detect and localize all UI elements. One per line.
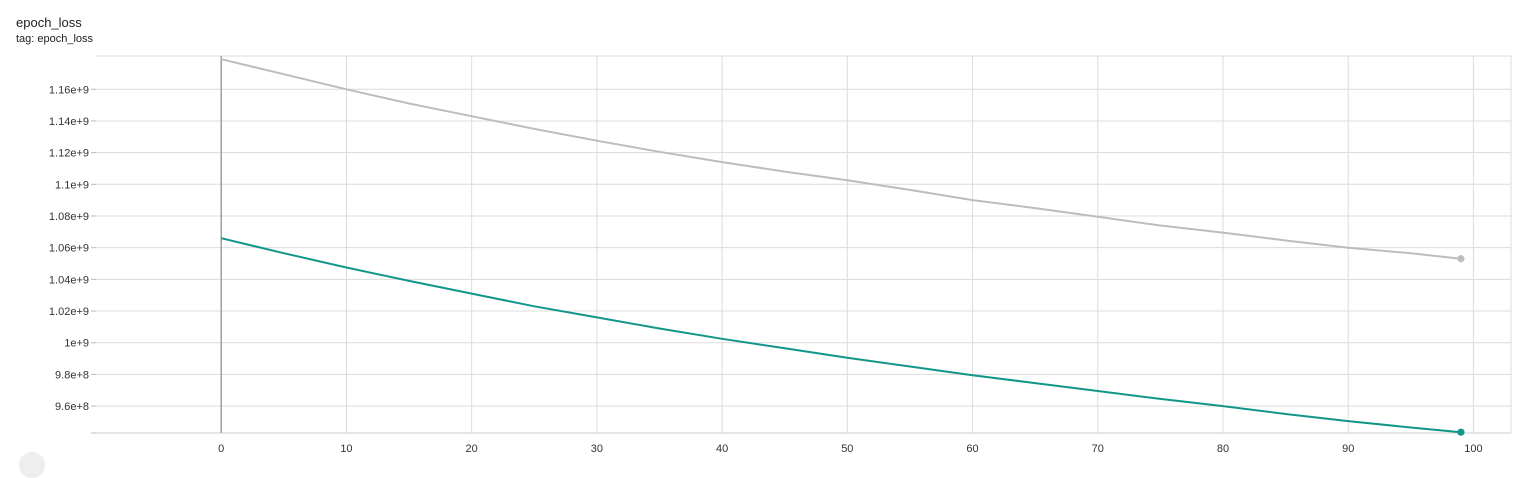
y-tick-label: 1.08e+9 — [49, 211, 89, 223]
x-tick-label: 40 — [716, 443, 728, 455]
x-tick-label: 80 — [1217, 443, 1229, 455]
x-tick-label: 20 — [466, 443, 478, 455]
x-tick-label: 70 — [1092, 443, 1104, 455]
x-tick-label: 10 — [340, 443, 352, 455]
y-tick-label: 1.16e+9 — [49, 84, 89, 96]
chart-title: epoch_loss — [16, 15, 82, 30]
y-tick-label: 1.04e+9 — [49, 274, 89, 286]
series-line-1 — [220, 58, 1462, 260]
y-tick-label: 9.8e+8 — [55, 369, 89, 381]
x-tick-label: 0 — [218, 443, 224, 455]
x-tick-label: 50 — [841, 443, 853, 455]
fit-domain-button[interactable] — [19, 452, 45, 478]
x-tick-label: 60 — [966, 443, 978, 455]
y-tick-label: 1.1e+9 — [55, 179, 89, 191]
series-end-point-2 — [1457, 428, 1465, 436]
x-tick-label: 90 — [1342, 443, 1354, 455]
chart-tag-label: tag: epoch_loss — [16, 33, 94, 45]
y-tick-label: 1e+9 — [64, 338, 89, 350]
y-tick-label: 9.6e+8 — [55, 401, 89, 413]
y-tick-label: 1.12e+9 — [49, 148, 89, 160]
x-tick-label: 30 — [591, 443, 603, 455]
x-tick-label: 100 — [1464, 443, 1482, 455]
y-tick-label: 1.02e+9 — [49, 306, 89, 318]
series-line-2 — [220, 237, 1461, 434]
y-tick-label: 1.06e+9 — [49, 243, 89, 255]
loss-chart: 0 10 20 30 40 50 60 70 80 90 100 9.6e+8 9.8e+8 1e+9 1.… — [49, 55, 1512, 455]
y-tick-label: 1.14e+9 — [49, 116, 89, 128]
series-end-point-1 — [1457, 255, 1465, 263]
